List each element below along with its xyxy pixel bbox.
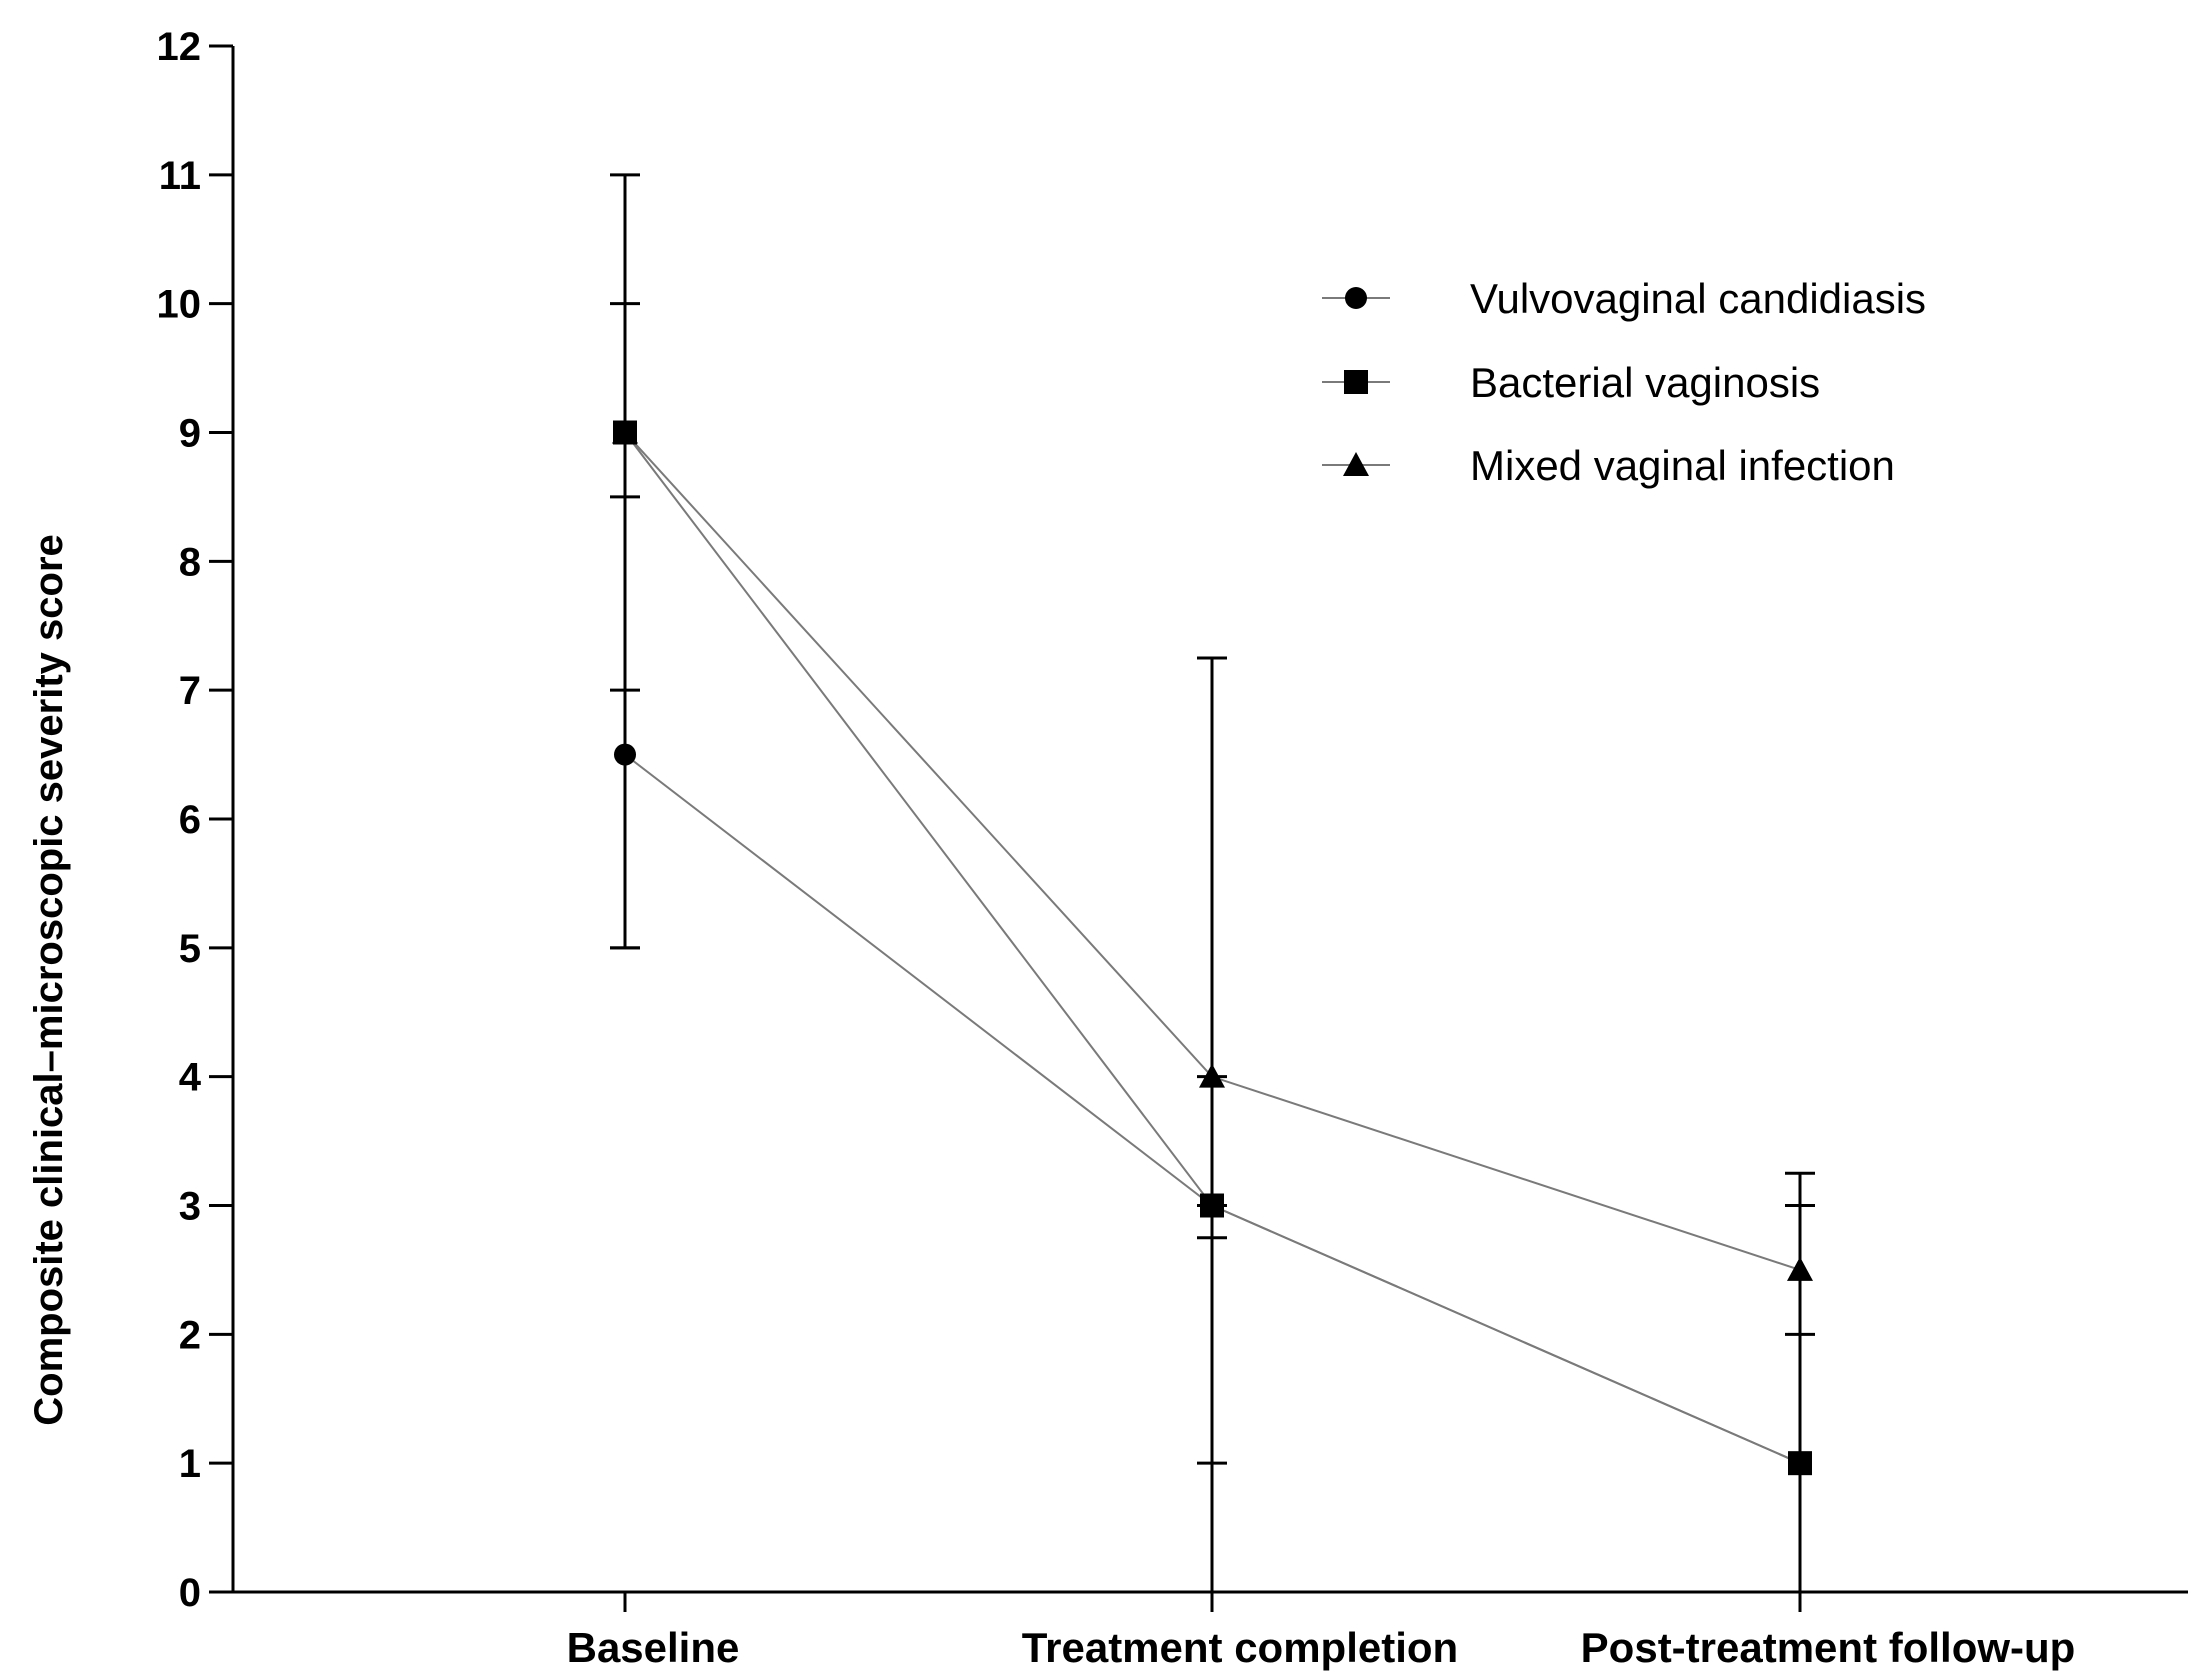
legend-label: Vulvovaginal candidiasis — [1470, 275, 1926, 322]
data-point — [1200, 1193, 1224, 1218]
data-point — [1788, 1451, 1812, 1476]
data-point — [614, 743, 636, 766]
y-tick-label: 7 — [179, 669, 201, 713]
y-tick-label: 4 — [179, 1056, 202, 1100]
legend-marker — [1343, 452, 1369, 476]
y-tick-label: 10 — [157, 283, 202, 327]
x-tick-label: Baseline — [567, 1624, 740, 1671]
y-tick-label: 3 — [179, 1185, 201, 1229]
y-tick-label: 1 — [179, 1442, 201, 1486]
y-tick-label: 2 — [179, 1313, 201, 1357]
y-tick-label: 8 — [179, 540, 201, 584]
data-point — [1787, 1256, 1813, 1281]
x-tick-label: Post-treatment follow-up — [1581, 1624, 2076, 1671]
legend-marker — [1344, 370, 1368, 394]
legend: Vulvovaginal candidiasis Bacterial vagino… — [1322, 275, 1926, 489]
y-axis-label: Composite clinical–microscopic severity … — [27, 534, 71, 1426]
y-tick-label: 11 — [159, 154, 201, 198]
y-tick-label: 6 — [179, 798, 201, 842]
legend-label: Mixed vaginal infection — [1470, 442, 1895, 489]
data-point — [1199, 1063, 1225, 1088]
y-tick-label: 9 — [179, 412, 201, 456]
legend-marker — [1345, 287, 1367, 309]
data-point — [612, 419, 638, 444]
y-tick-label: 5 — [179, 927, 201, 971]
legend-label: Bacterial vaginosis — [1470, 359, 1820, 406]
series-markers — [612, 419, 1813, 1476]
x-tick-label: Treatment completion — [1022, 1624, 1458, 1671]
y-tick-label: 0 — [179, 1571, 201, 1615]
y-tick-label: 12 — [157, 25, 202, 69]
